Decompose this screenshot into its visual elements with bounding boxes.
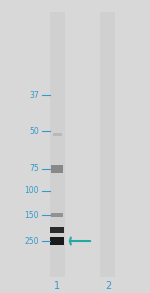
Bar — [50, 11, 64, 277]
Bar — [82, 11, 83, 277]
Text: 150: 150 — [24, 211, 39, 219]
Bar — [100, 11, 116, 277]
Text: 37: 37 — [29, 91, 39, 100]
Bar — [51, 213, 63, 217]
Text: 1: 1 — [54, 281, 60, 292]
Text: 50: 50 — [29, 127, 39, 136]
Text: 2: 2 — [105, 281, 111, 292]
Bar — [52, 133, 62, 136]
Bar — [50, 226, 64, 233]
Text: 75: 75 — [29, 164, 39, 173]
Bar — [50, 237, 64, 245]
Bar — [51, 165, 63, 173]
Text: 250: 250 — [24, 236, 39, 246]
Text: 100: 100 — [24, 186, 39, 195]
